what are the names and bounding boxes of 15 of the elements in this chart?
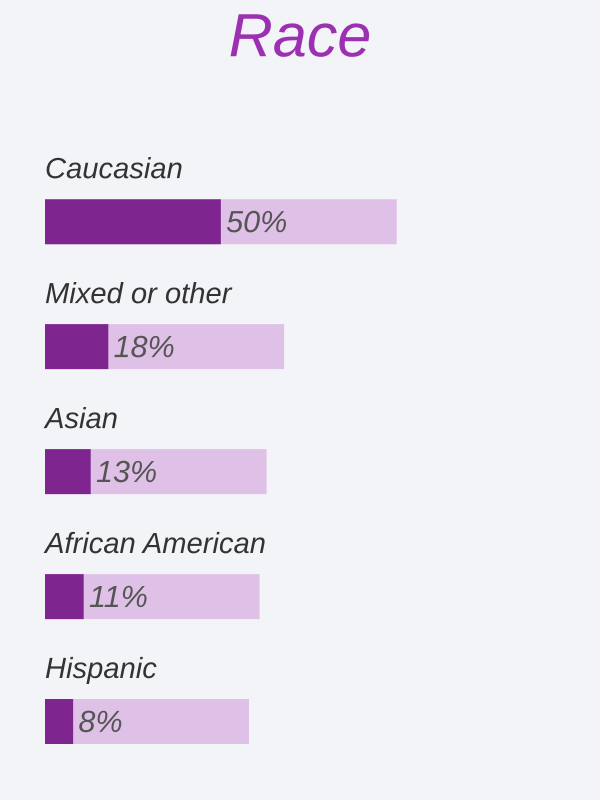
data-label: 13%: [96, 460, 156, 482]
y-tick-label: Asian: [44, 406, 117, 428]
bar: [45, 449, 91, 494]
bar: [45, 324, 108, 370]
data-label: 11%: [90, 586, 147, 608]
y-tick-label: Caucasian: [46, 157, 182, 178]
data-label: 18%: [114, 336, 174, 358]
data-label: 50%: [226, 210, 286, 232]
bar: [45, 574, 84, 620]
y-tick-label: African American: [44, 532, 265, 554]
data-label: 8%: [79, 710, 122, 732]
chart-title: Race: [230, 14, 370, 57]
y-tick-label: Mixed or other: [46, 282, 232, 304]
y-tick-label: Hispanic: [46, 656, 157, 684]
bar: [45, 699, 74, 744]
